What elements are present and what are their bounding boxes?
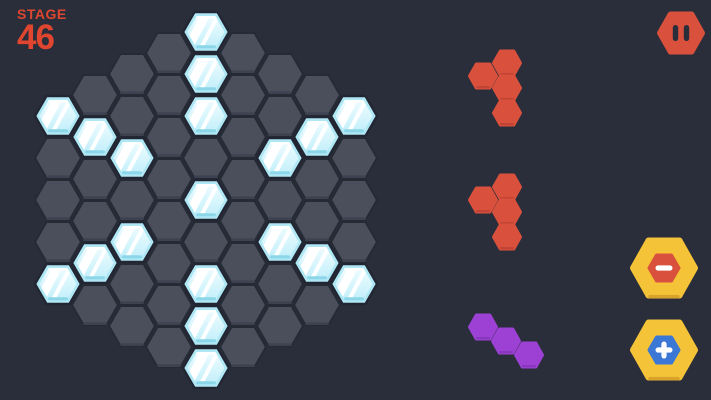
ice-cell[interactable]: [181, 3, 231, 57]
minus-icon: [655, 265, 673, 271]
board-cell[interactable]: [108, 179, 156, 221]
ice-cell[interactable]: [181, 171, 231, 225]
ice-cell[interactable]: [33, 255, 83, 309]
board-cell[interactable]: [256, 263, 304, 305]
minus-button[interactable]: [630, 237, 698, 299]
board-cell[interactable]: [219, 158, 267, 200]
board-cell[interactable]: [219, 326, 267, 368]
board-cell[interactable]: [71, 200, 119, 242]
board-cell[interactable]: [108, 263, 156, 305]
pause-button[interactable]: [657, 11, 705, 55]
board-cell[interactable]: [330, 179, 378, 221]
board-cell[interactable]: [330, 221, 378, 263]
ice-cell[interactable]: [181, 339, 231, 393]
piece-red-top[interactable]: [468, 49, 522, 127]
board-cell[interactable]: [34, 221, 82, 263]
board-cell[interactable]: [145, 116, 193, 158]
board-cell[interactable]: [330, 137, 378, 179]
board-cell[interactable]: [219, 200, 267, 242]
board-cell[interactable]: [256, 53, 304, 95]
ice-cell[interactable]: [292, 108, 342, 162]
ice-cell[interactable]: [329, 255, 379, 309]
board-cell[interactable]: [293, 284, 341, 326]
board-cell[interactable]: [145, 200, 193, 242]
board-cell[interactable]: [71, 74, 119, 116]
board-cell[interactable]: [293, 74, 341, 116]
board-cell[interactable]: [145, 32, 193, 74]
ice-cell[interactable]: [181, 45, 231, 99]
board-cell[interactable]: [219, 116, 267, 158]
ice-cell[interactable]: [292, 234, 342, 288]
ice-cell[interactable]: [107, 129, 157, 183]
board-cell[interactable]: [182, 137, 230, 179]
board-cell[interactable]: [108, 95, 156, 137]
board-cell[interactable]: [219, 32, 267, 74]
stage-number: 46: [17, 18, 55, 57]
piece-red-middle[interactable]: [468, 173, 522, 251]
board-cell[interactable]: [34, 179, 82, 221]
board-cell[interactable]: [182, 221, 230, 263]
board-cell[interactable]: [293, 200, 341, 242]
ice-cell[interactable]: [181, 255, 231, 309]
board-cell[interactable]: [34, 137, 82, 179]
ice-cell[interactable]: [70, 234, 120, 288]
board-cell[interactable]: [219, 242, 267, 284]
piece-purple[interactable]: [468, 313, 544, 369]
ice-cell[interactable]: [181, 297, 231, 351]
board-cell[interactable]: [256, 305, 304, 347]
hex-board: [33, 3, 379, 393]
plus-button[interactable]: [630, 319, 698, 381]
plus-icon: [655, 341, 673, 359]
ice-cell[interactable]: [181, 87, 231, 141]
board-cell[interactable]: [219, 284, 267, 326]
stage-indicator: STAGE 46: [17, 7, 67, 55]
board-cell[interactable]: [256, 179, 304, 221]
ice-cell[interactable]: [255, 129, 305, 183]
board-cell[interactable]: [145, 326, 193, 368]
pause-icon: [672, 25, 690, 41]
ice-cell[interactable]: [33, 87, 83, 141]
board-cell[interactable]: [219, 74, 267, 116]
ice-cell[interactable]: [329, 87, 379, 141]
ice-cell[interactable]: [107, 213, 157, 267]
ice-cell[interactable]: [70, 108, 120, 162]
board-cell[interactable]: [71, 158, 119, 200]
board-cell[interactable]: [145, 74, 193, 116]
ice-cell[interactable]: [255, 213, 305, 267]
board-cell[interactable]: [145, 158, 193, 200]
board-cell[interactable]: [293, 158, 341, 200]
board-cell[interactable]: [145, 242, 193, 284]
board-cell[interactable]: [108, 53, 156, 95]
board-cell[interactable]: [256, 95, 304, 137]
board-cell[interactable]: [108, 305, 156, 347]
stage-label: STAGE: [17, 6, 67, 22]
board-cell[interactable]: [145, 284, 193, 326]
board-cell[interactable]: [71, 284, 119, 326]
